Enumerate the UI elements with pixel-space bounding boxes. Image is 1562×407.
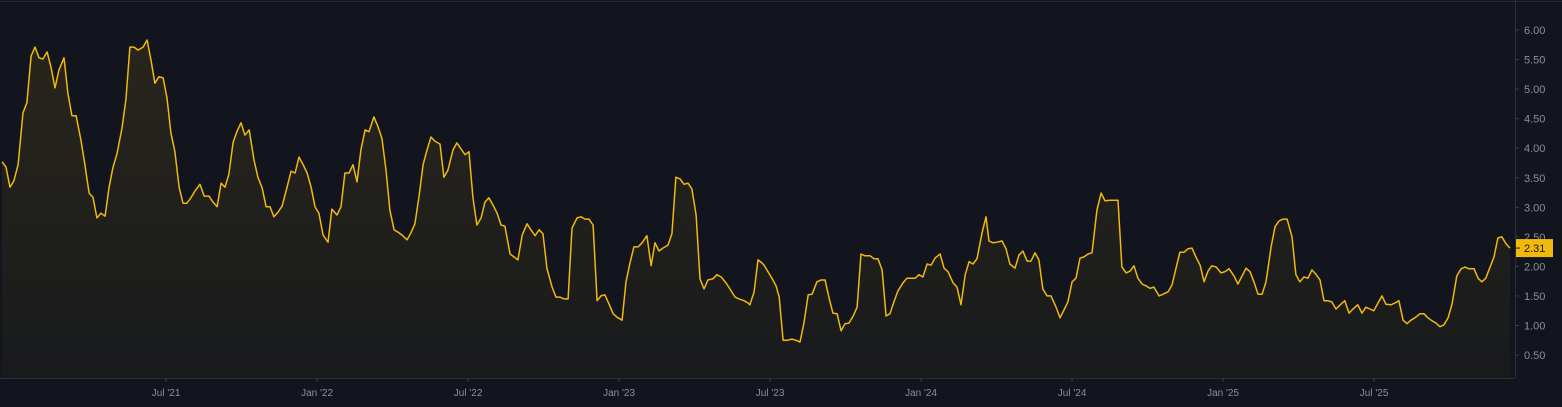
series-line: [1, 39, 1511, 343]
y-tick-label: 1.50: [1524, 291, 1545, 303]
x-tick-label: Jul '23: [756, 388, 785, 399]
last-value-marker: 2.31: [1516, 239, 1553, 258]
last-value-label: 2.31: [1524, 243, 1545, 255]
x-tick-label: Jan '25: [1207, 388, 1239, 399]
y-tick-label: 5.00: [1524, 84, 1545, 96]
x-tick-label: Jul '22: [454, 388, 483, 399]
y-tick-label: 6.00: [1524, 25, 1545, 37]
x-tick-label: Jul '24: [1058, 388, 1087, 399]
x-tick-label: Jan '23: [603, 388, 635, 399]
y-tick-label: 3.00: [1524, 202, 1545, 214]
x-tick-label: Jan '22: [301, 388, 333, 399]
last-value-badge: [1516, 239, 1553, 258]
y-tick-label: 1.00: [1524, 321, 1545, 333]
x-tick-label: Jan '24: [905, 388, 937, 399]
y-tick-label: 2.00: [1524, 261, 1545, 273]
x-axis: Jul '21 Jan '22 Jul '22 Jan '23 Jul '23 Jan '…: [152, 378, 1389, 399]
x-tick-label: Jul '21: [152, 388, 181, 399]
x-tick-label: Jul '25: [1360, 388, 1389, 399]
plot-area[interactable]: [1, 39, 1511, 378]
y-tick-label: 5.50: [1524, 55, 1545, 67]
y-tick-label: 0.50: [1524, 350, 1545, 362]
y-tick-label: 3.50: [1524, 173, 1545, 185]
area-fill: [2, 40, 1511, 378]
y-tick-label: 4.50: [1524, 114, 1545, 126]
y-tick-label: 4.00: [1524, 143, 1545, 155]
